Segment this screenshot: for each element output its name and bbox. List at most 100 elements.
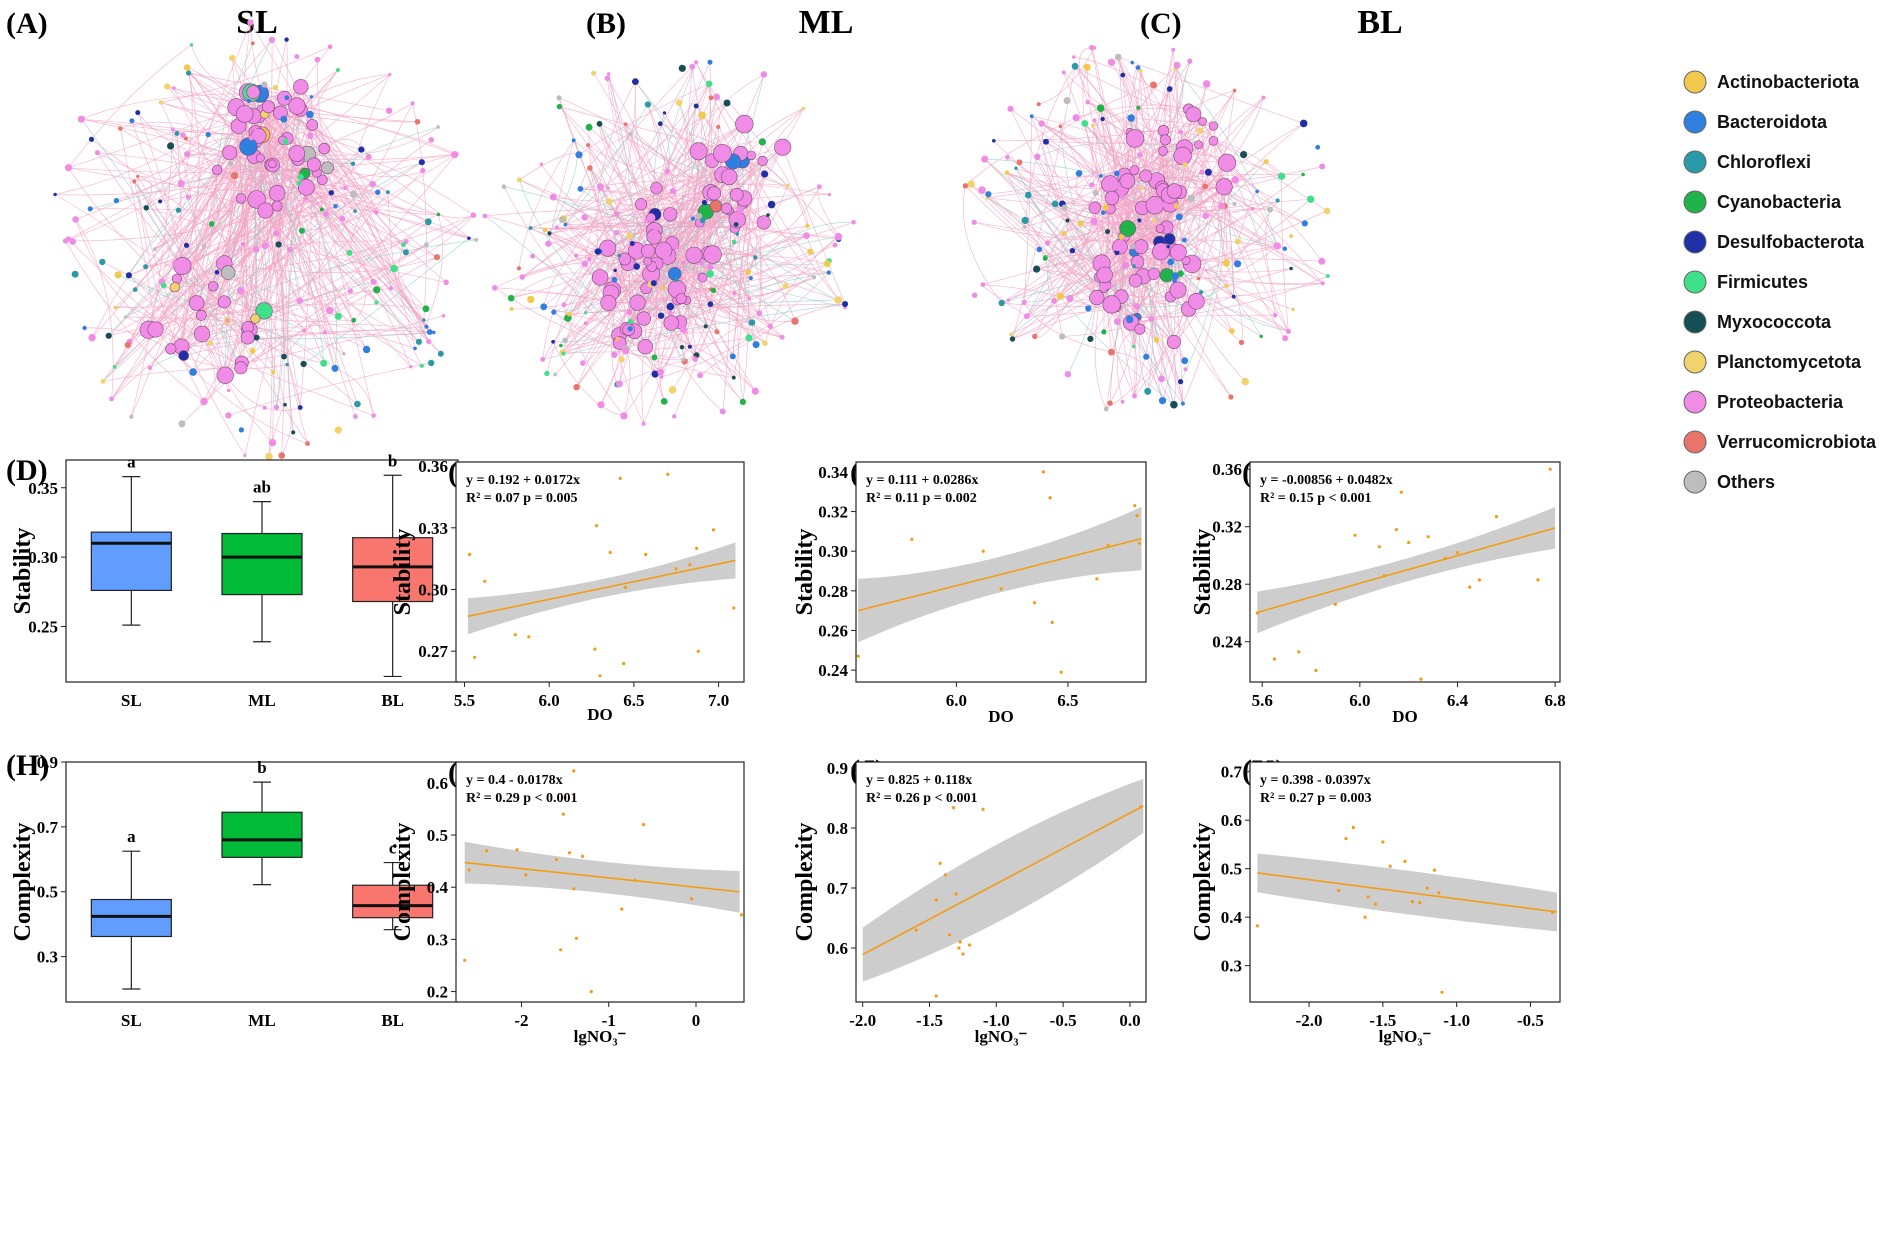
network-node [752,341,760,349]
network-node [1180,401,1185,406]
network-node [556,95,562,101]
network-node [323,211,329,217]
regression-line [1257,527,1556,614]
network-node [674,277,679,283]
scatter-point [1032,601,1037,605]
network-node [745,334,753,342]
chart-j-complexity-no3-ml: (J)0.60.70.80.9Complexity-2.0-1.5-1.0-0.… [792,754,1147,1046]
x-tick-label: 6.5 [1057,691,1078,710]
network-edge [285,140,373,185]
network-node [666,302,675,311]
scatter-point [1363,915,1367,919]
network-node [762,340,768,347]
network-node [346,249,353,256]
network-node [1128,273,1143,288]
network-node [599,239,617,257]
network-node [422,305,430,313]
network-node [615,336,620,341]
network-node [135,110,141,116]
network-node [689,63,696,70]
network-node [492,285,498,291]
network-node [1032,333,1038,339]
network-node [629,241,635,246]
network-node [613,230,620,236]
network-node [422,318,426,322]
network-node [735,114,754,134]
x-axis-label: DO [1392,707,1418,726]
network-edge [133,181,242,368]
network-node [467,236,471,240]
network-edge [120,121,249,148]
scatter-point [695,546,699,551]
x-tick-label: -1.5 [1369,1011,1396,1030]
network-node [414,119,421,125]
network-node [1173,61,1181,69]
network-edge [608,74,765,304]
network-node [113,305,118,310]
network-node [1187,194,1196,203]
network-node [699,217,706,224]
network-node [655,259,663,267]
scatter-point [473,655,477,659]
network-node [288,97,306,115]
network-node [1162,202,1167,208]
network-edge [660,173,765,373]
x-tick-label: BL [381,691,404,710]
scatter-point [1399,490,1403,494]
network-edge [176,164,315,280]
network-node [629,294,646,311]
network-edge [68,44,192,168]
network-edge [166,86,377,303]
network-node [1307,195,1315,203]
network-node [779,334,785,340]
network-node [553,372,557,377]
network-node [574,253,579,258]
x-tick-label: 5.6 [1252,691,1273,710]
network-edge [522,123,745,278]
network-node [1107,58,1116,66]
network-node [544,370,550,377]
network-node [547,231,552,236]
network-node [1120,72,1126,78]
network-edge [585,272,829,324]
network-node [978,186,986,194]
network-edge [619,97,712,256]
x-tick-label: -0.5 [1050,1011,1077,1030]
regression-line [467,559,736,618]
network-node [1085,305,1092,312]
network-node [1034,153,1041,160]
scatter-point [1419,677,1423,681]
y-tick-label: 0.6 [427,774,448,793]
network-node [388,286,393,291]
network-edge [1045,205,1226,258]
network-node [615,380,623,388]
scatter-point [563,795,567,800]
network-edge [543,201,610,307]
scatter-point [711,528,716,532]
network-node [118,126,123,131]
network-edge [286,176,301,433]
scatter-point [572,769,576,773]
network-node [323,330,328,335]
network-node [604,75,611,82]
network-edge [681,285,786,309]
network-node [571,138,576,143]
network-edge [607,78,682,299]
network-node [1044,240,1050,246]
regression-stats: R² = 0.07 p = 0.005 [466,491,578,506]
network-node [388,73,392,77]
network-node [1208,136,1219,146]
network-node [1114,170,1120,177]
regression-equation: y = 0.398 - 0.0397x [1260,773,1371,788]
network-node [1182,162,1188,168]
network-edge [558,97,646,347]
network-node [109,396,114,402]
scatter-point [947,933,952,937]
network-edge [584,133,631,264]
network-edge [1140,239,1285,250]
network-node [424,218,432,226]
network-edge [245,100,258,338]
y-tick-label: 0.32 [1212,518,1242,537]
network-node [282,138,289,145]
network-edge [1170,271,1323,284]
